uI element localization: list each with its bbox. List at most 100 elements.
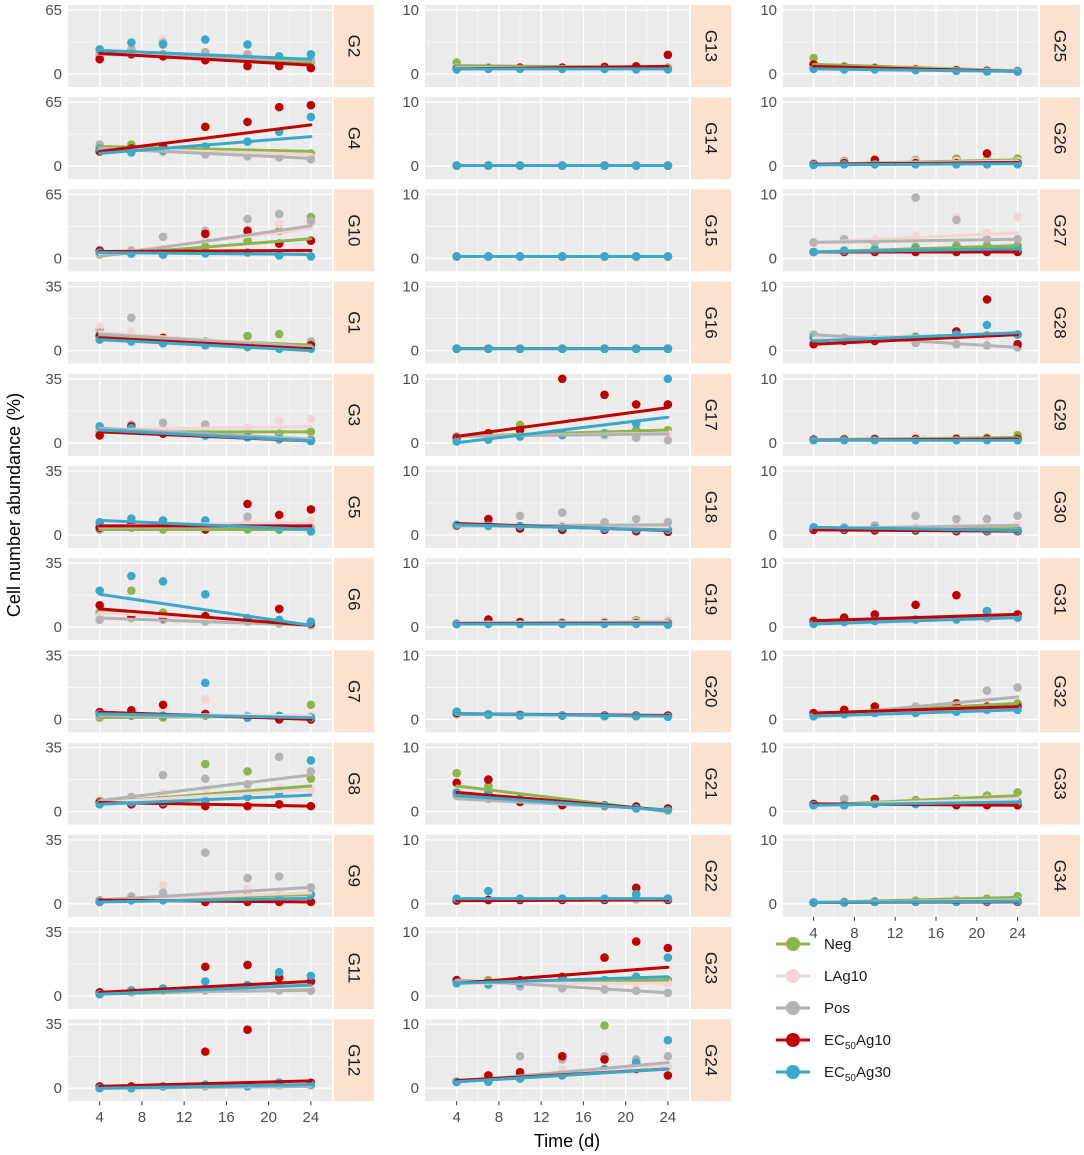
data-point xyxy=(982,295,992,304)
data-point xyxy=(243,1025,252,1034)
data-point xyxy=(200,977,210,986)
strip-background xyxy=(691,466,731,548)
data-point xyxy=(663,374,673,384)
data-point xyxy=(515,511,525,521)
data-point xyxy=(306,100,316,110)
panel-background xyxy=(425,466,689,548)
strip-background xyxy=(691,373,731,456)
panel-label: G14 xyxy=(702,122,721,154)
fit-line xyxy=(98,979,313,994)
panel-background xyxy=(425,5,689,87)
data-point xyxy=(306,414,316,424)
panel-g23: 0 10 G23 xyxy=(402,924,731,1009)
panel-background xyxy=(783,97,1038,180)
panel-label: G33 xyxy=(1051,768,1070,800)
panel-g8: 0 35 G8 xyxy=(45,740,374,825)
y-tick-label: 0 xyxy=(54,158,62,175)
panel-g6: 0 35 G6 xyxy=(45,555,374,641)
strip-background xyxy=(691,5,731,87)
fit-line xyxy=(98,885,313,902)
data-point xyxy=(982,606,992,616)
panel-background xyxy=(783,650,1038,733)
data-point xyxy=(243,226,252,236)
data-point xyxy=(631,514,641,524)
legend-label: EC50Ag30 xyxy=(824,1064,891,1084)
fit-line xyxy=(812,612,1020,623)
x-tick-label: 4 xyxy=(453,1109,461,1126)
panel-g25: 0 10 G25 xyxy=(760,2,1080,87)
data-point xyxy=(515,1051,525,1061)
panel-g5: 0 35 G5 xyxy=(45,463,374,548)
y-tick-label: 35 xyxy=(45,555,62,572)
fit-line xyxy=(812,800,1020,807)
strip-background xyxy=(334,650,374,733)
fit-line xyxy=(812,616,1020,626)
data-point xyxy=(1013,511,1022,521)
data-point xyxy=(982,686,992,695)
x-tick-label: 12 xyxy=(176,1109,193,1126)
data-point xyxy=(95,54,104,64)
panel-label: G11 xyxy=(345,953,364,984)
y-tick-label: 10 xyxy=(760,2,777,19)
panel-background xyxy=(425,834,689,917)
legend-item: Pos xyxy=(776,1000,850,1017)
panel-label: G25 xyxy=(1051,30,1070,62)
strip-background xyxy=(691,97,731,180)
panel-label: G10 xyxy=(345,214,364,246)
fit-line xyxy=(98,332,313,349)
data-point xyxy=(158,700,168,710)
panel-background xyxy=(68,5,332,87)
data-point xyxy=(200,1047,210,1056)
data-point xyxy=(158,40,168,49)
data-point xyxy=(306,971,316,981)
fit-line xyxy=(455,523,670,532)
y-tick-label: 0 xyxy=(769,804,777,821)
y-tick-label: 0 xyxy=(54,527,62,544)
strip-background xyxy=(1040,373,1080,456)
data-point xyxy=(243,767,252,776)
panel-label: G19 xyxy=(702,583,721,615)
panel-g26: 0 10 G26 xyxy=(760,94,1080,180)
data-point xyxy=(274,102,284,112)
x-tick-label: 4 xyxy=(809,925,817,942)
y-tick-label: 10 xyxy=(402,832,419,849)
data-point xyxy=(200,848,210,857)
y-tick-label: 65 xyxy=(45,2,62,19)
data-point xyxy=(911,193,920,202)
y-tick-label: 35 xyxy=(45,832,62,849)
x-tick-label: 20 xyxy=(968,925,985,942)
data-point xyxy=(600,390,609,400)
strip-background xyxy=(1040,834,1080,917)
fit-line xyxy=(812,708,1020,718)
panel-g32: 0 10 G32 xyxy=(760,647,1080,733)
panel-background xyxy=(425,189,689,272)
y-tick-label: 0 xyxy=(411,527,419,544)
strip-background xyxy=(1040,650,1080,733)
data-point xyxy=(663,50,673,60)
panel-label: G16 xyxy=(702,307,721,339)
x-axis-title: Time (d) xyxy=(534,1131,600,1151)
panel-label: G31 xyxy=(1051,583,1070,615)
panel-g17: 0 10 G17 xyxy=(402,371,731,456)
data-point xyxy=(809,53,818,63)
y-tick-label: 10 xyxy=(402,279,419,296)
data-point xyxy=(200,962,210,972)
data-point xyxy=(243,512,252,522)
fit-line xyxy=(98,1083,313,1090)
data-point xyxy=(158,770,168,780)
panel-background xyxy=(425,558,689,641)
panel-background xyxy=(68,281,332,364)
panel-label: G12 xyxy=(345,1044,364,1076)
strip-background xyxy=(1040,97,1080,180)
x-tick-label: 20 xyxy=(260,1109,277,1126)
panel-background xyxy=(783,834,1038,917)
data-point xyxy=(982,514,992,524)
data-point xyxy=(911,600,920,610)
legend-label: Neg xyxy=(824,936,852,953)
fit-line xyxy=(98,1079,313,1088)
panel-label: G23 xyxy=(702,952,721,984)
data-point xyxy=(306,767,316,776)
strip-background xyxy=(691,834,731,917)
legend-marker xyxy=(786,1001,800,1015)
panel-label: G8 xyxy=(345,772,364,795)
